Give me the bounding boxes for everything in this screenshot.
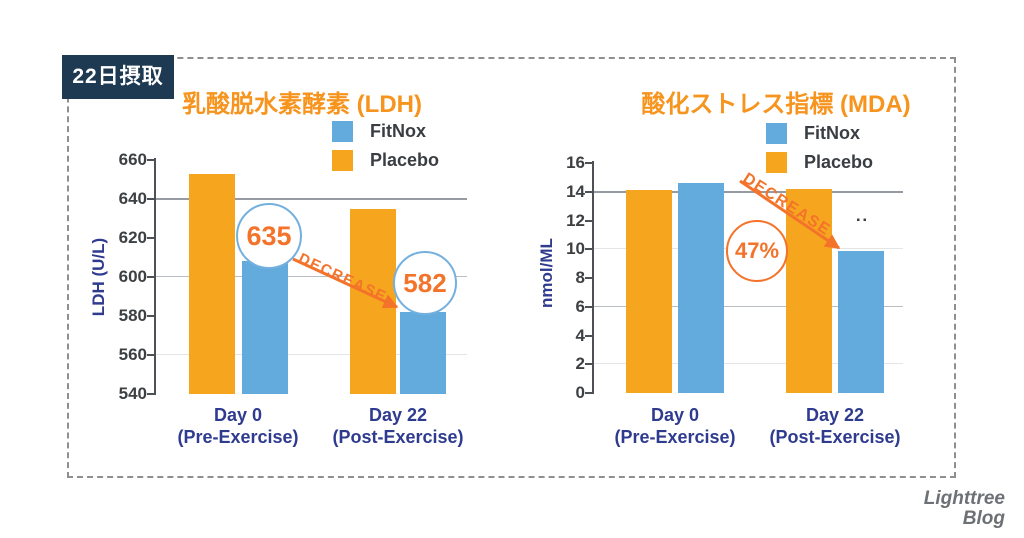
y-tick-label: 6 (575, 296, 585, 316)
y-tick-mark (147, 354, 154, 356)
mda-category-day0: Day 0 (Pre-Exercise) (590, 404, 760, 448)
legend-item-placebo: Placebo (766, 151, 873, 173)
legend-label: FitNox (804, 122, 860, 143)
y-tick-mark (147, 198, 154, 200)
duration-badge: 22日摂取 (62, 55, 174, 99)
y-tick-label: 560 (118, 345, 147, 364)
y-tick-mark (585, 219, 592, 222)
ldh-category-day0: Day 0 (Pre-Exercise) (153, 404, 323, 448)
gridline-600 (154, 276, 467, 277)
y-tick-label: 0 (575, 383, 585, 402)
category-line1: Day 0 (650, 405, 700, 425)
y-tick-label: 580 (118, 306, 147, 325)
category-line2: (Pre-Exercise) (177, 427, 299, 447)
y-tick-mark (147, 276, 154, 278)
category-line2: (Post-Exercise) (769, 427, 901, 447)
fitnox-swatch-icon (332, 120, 353, 142)
y-tick-label: 16 (566, 153, 585, 172)
y-tick-label: 4 (575, 325, 585, 345)
y-tick-mark (585, 334, 592, 337)
legend-item-fitnox: FitNox (332, 120, 439, 142)
gridline-14 (592, 190, 903, 193)
y-tick-label: 12 (566, 210, 585, 230)
legend-label: Placebo (804, 151, 874, 172)
y-tick-label: 8 (575, 268, 585, 287)
legend-label: Placebo (370, 149, 440, 170)
legend-item-placebo: Placebo (332, 149, 439, 171)
mda-chart-title: 酸化ストレス指標 (MDA) (641, 91, 911, 118)
gridline-2 (592, 363, 903, 365)
fitnox-swatch-icon (766, 122, 787, 144)
placebo-swatch-icon (766, 151, 787, 173)
y-tick-mark (585, 190, 592, 193)
y-tick-label: 620 (118, 228, 147, 247)
y-tick-mark (585, 392, 592, 394)
mda-percent-decrease-callout: 47% (726, 220, 788, 282)
y-tick-mark (585, 363, 592, 366)
y-tick-mark (585, 162, 592, 164)
dashed-border-frame (67, 57, 956, 478)
gridline-6 (592, 305, 903, 307)
significance-marker: ▪▪ (856, 215, 870, 226)
ldh-category-day22: Day 22 (Post-Exercise) (313, 404, 483, 448)
bar-placebo-cat0 (626, 190, 672, 393)
decrease-arrow-icon (292, 257, 399, 309)
y-tick-label: 600 (118, 267, 147, 286)
category-line2: (Pre-Exercise) (614, 427, 736, 447)
y-axis-line (592, 161, 594, 394)
ldh-y-axis-label: LDH (U/L) (89, 237, 108, 317)
decrease-arrow-icon (739, 179, 841, 250)
placebo-swatch-icon (332, 149, 353, 171)
y-tick-mark (585, 248, 592, 251)
y-axis-line (154, 158, 156, 395)
y-tick-label: 660 (118, 150, 147, 169)
bar-placebo-cat0 (189, 173, 235, 394)
y-tick-label: 640 (118, 189, 147, 208)
y-tick-mark (585, 277, 592, 279)
y-tick-label: 540 (118, 384, 147, 403)
y-tick-label: 10 (566, 239, 585, 259)
legend-item-fitnox: FitNox (766, 122, 873, 144)
mda-y-axis-label: nmol/ML (537, 238, 556, 308)
category-line2: (Post-Exercise) (332, 427, 464, 447)
y-tick-mark (147, 237, 154, 239)
category-line1: Day 22 (368, 405, 428, 425)
bar-fitnox-cat0 (242, 261, 288, 394)
bar-placebo-cat1 (786, 188, 832, 393)
gridline-640 (154, 198, 467, 200)
logo-line2: Blog (962, 508, 1005, 529)
mda-category-day22: Day 22 (Post-Exercise) (750, 404, 920, 448)
y-tick-mark (147, 393, 154, 395)
bar-fitnox-cat1 (838, 250, 884, 393)
gridline-560 (154, 354, 467, 355)
ldh-day22-value-callout: 582 (393, 251, 457, 315)
y-tick-label: 2 (575, 354, 585, 374)
mda-legend: FitNox Placebo (766, 122, 873, 180)
ldh-chart-title: 乳酸脱水素酵素 (LDH) (182, 91, 422, 118)
ldh-legend: FitNox Placebo (332, 120, 439, 178)
bar-fitnox-cat1 (400, 312, 446, 394)
ldh-day0-value-callout: 635 (236, 203, 302, 269)
y-tick-mark (585, 305, 592, 308)
category-line1: Day 0 (213, 405, 263, 425)
legend-label: FitNox (370, 120, 426, 141)
logo-line1: Lighttree (923, 488, 1005, 509)
y-tick-mark (147, 315, 154, 317)
site-logo: Lighttree Blog (840, 489, 1005, 529)
category-line1: Day 22 (805, 405, 865, 425)
bar-fitnox-cat0 (678, 183, 724, 393)
y-tick-mark (147, 159, 154, 161)
y-tick-label: 14 (566, 181, 585, 201)
